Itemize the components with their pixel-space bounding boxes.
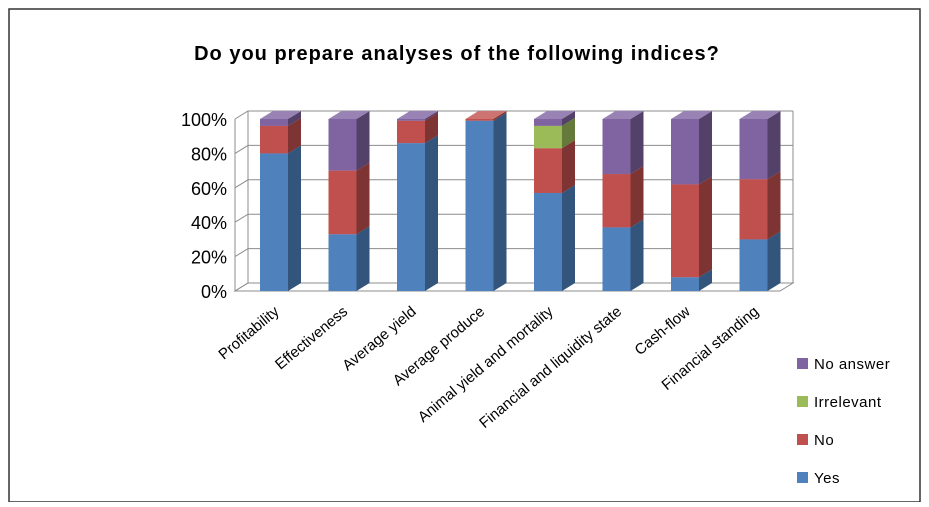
legend-label: Irrelevant [814, 394, 882, 411]
axes: 0% 20% 40% 60% 80% 100% [181, 110, 795, 302]
legend-label: No answer [814, 356, 890, 373]
bar-segment [534, 184, 575, 291]
bar-segment [534, 111, 575, 126]
legend-item: No [797, 432, 834, 449]
bar-segment [739, 171, 781, 240]
bar-segment [671, 176, 712, 278]
bar-segment [739, 111, 781, 180]
y-tick-label: 100% [181, 110, 227, 130]
legend-swatch [797, 396, 808, 407]
bar-segment [602, 111, 644, 175]
y-tick-label: 40% [191, 213, 227, 233]
chart-border [8, 8, 921, 503]
legend-item: Irrelevant [797, 394, 882, 411]
legend-label: Yes [814, 470, 840, 487]
bar-segment [260, 145, 301, 291]
bar-segment [328, 162, 370, 235]
legend-swatch [797, 472, 808, 483]
legend-item: Yes [797, 470, 840, 487]
bar-segment [465, 112, 507, 291]
bar-segment [671, 111, 712, 185]
bars [260, 111, 781, 291]
bar-segment [602, 166, 644, 228]
bar-segment [328, 111, 370, 171]
y-tick-label: 80% [191, 144, 227, 164]
legend-item: No answer [797, 356, 890, 373]
bar-segment [397, 111, 438, 121]
floor [233, 282, 795, 292]
legend-label: No [814, 432, 834, 449]
legend: No answer Irrelevant No Yes [797, 356, 890, 487]
y-tick-label: 20% [191, 248, 227, 268]
chart-title: Do you prepare analyses of the following… [194, 43, 720, 65]
y-tick-label: 60% [191, 179, 227, 199]
bar-segment [260, 111, 301, 126]
bar-segment [739, 231, 781, 291]
bar-segment [397, 135, 438, 291]
legend-swatch [797, 358, 808, 369]
bar-segment [328, 226, 370, 291]
y-tick-label: 0% [201, 282, 227, 302]
bar-segment [602, 219, 644, 291]
legend-swatch [797, 434, 808, 445]
bar-segment [465, 111, 507, 121]
